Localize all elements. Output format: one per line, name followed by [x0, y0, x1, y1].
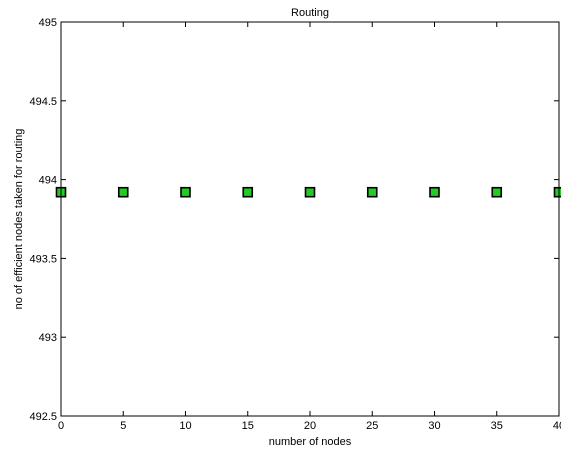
x-axis-label: number of nodes [269, 436, 352, 448]
y-tick-label: 493 [39, 332, 57, 344]
x-tick-label: 15 [242, 420, 254, 432]
data-point [429, 186, 440, 198]
x-tick-label: 0 [58, 420, 64, 432]
y-tick-label: 494 [39, 175, 57, 187]
y-tick-labels: 492.5 493 493.5 494 494.5 495 [29, 17, 57, 423]
plot-frame [60, 21, 560, 417]
y-tick-label: 493.5 [29, 253, 57, 265]
data-point [553, 186, 561, 198]
x-tick-label: 40 [553, 420, 561, 432]
data-point [180, 186, 191, 198]
data-point [491, 186, 503, 198]
x-tick-label: 20 [304, 420, 316, 432]
chart-title: Routing [291, 7, 329, 19]
data-point [304, 186, 316, 198]
x-tick-label: 30 [428, 420, 440, 432]
x-tick-label: 10 [179, 420, 191, 432]
plot-background [61, 22, 559, 416]
x-tick-label: 35 [491, 420, 503, 432]
x-tick-label: 5 [120, 420, 126, 432]
x-tick-label: 25 [366, 420, 378, 432]
y-tick-label: 492.5 [29, 411, 57, 423]
data-point [117, 186, 129, 198]
y-tick-label: 494.5 [29, 96, 57, 108]
x-tick-labels: 0 5 10 15 20 25 30 35 40 [58, 420, 561, 432]
y-tick-label: 495 [39, 17, 57, 29]
y-axis-label: no of efficient nodes taken for routing [13, 129, 25, 310]
data-point [242, 186, 254, 198]
data-point [366, 186, 378, 198]
